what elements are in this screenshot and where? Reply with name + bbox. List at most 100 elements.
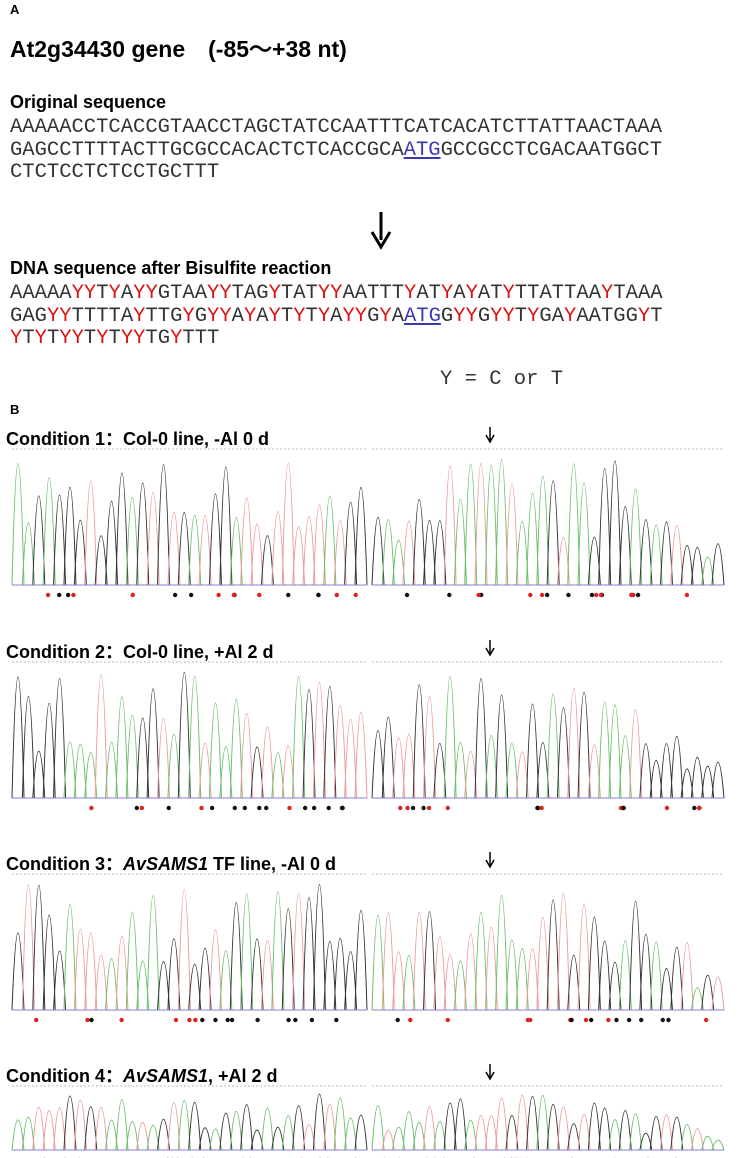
trace-peak bbox=[505, 743, 519, 799]
condition-part: Condition 3： bbox=[6, 854, 123, 874]
cpg-dot bbox=[566, 592, 571, 598]
trace-peak bbox=[618, 506, 632, 586]
trace-peak bbox=[167, 512, 181, 586]
cpg-dot bbox=[193, 1017, 198, 1023]
trace-peak bbox=[670, 1116, 684, 1151]
cpg-dot bbox=[71, 592, 76, 598]
trace-peak bbox=[333, 937, 347, 1011]
cpg-dot bbox=[311, 805, 317, 811]
trace-peak bbox=[371, 915, 385, 1011]
trace-peak bbox=[629, 708, 643, 799]
trace-peak bbox=[115, 696, 129, 799]
trace-peak bbox=[177, 512, 191, 586]
cpg-dot bbox=[445, 805, 451, 811]
trace-peak bbox=[292, 676, 306, 799]
trace-peak bbox=[495, 694, 509, 799]
trace-peak bbox=[464, 464, 478, 586]
sequence-line: GAGYYTTTTAYTTGYGYYAYAYTYTYAYYGYAATGGYYGY… bbox=[10, 305, 663, 328]
cpg-dot bbox=[353, 592, 358, 598]
sequence-segment: AAAAACCTCACCGTAACCTAGCTATCCAATTTCATCACAT… bbox=[10, 116, 663, 139]
trace-peak bbox=[42, 1110, 56, 1151]
trace-peak bbox=[423, 519, 437, 586]
cpg-dot bbox=[703, 1017, 709, 1023]
trace-peak bbox=[392, 951, 406, 1011]
trace-peak bbox=[250, 524, 264, 586]
trace-peak bbox=[639, 743, 653, 799]
trace-peak bbox=[649, 524, 663, 586]
trace-peak bbox=[229, 516, 243, 586]
trace-peak bbox=[260, 939, 274, 1011]
trace-peak bbox=[556, 1106, 570, 1151]
trace-peak bbox=[711, 976, 725, 1011]
condition-title: Condition 2：Col-0 line, +Al 2 d bbox=[6, 638, 274, 664]
cpg-dot bbox=[134, 805, 140, 811]
trace-peak bbox=[157, 718, 171, 799]
trace-peak bbox=[229, 901, 243, 1011]
trace-peak bbox=[577, 692, 591, 799]
trace-peak bbox=[21, 884, 35, 1011]
trace-peak bbox=[680, 545, 694, 586]
cpg-dot bbox=[626, 1017, 632, 1023]
cpg-dot bbox=[589, 592, 595, 598]
cpg-dot bbox=[85, 1017, 90, 1023]
trace-peak bbox=[260, 1107, 274, 1151]
trace-peak bbox=[219, 466, 233, 586]
cpg-dot bbox=[255, 1017, 260, 1023]
cpg-dot bbox=[629, 592, 634, 598]
trace-peak bbox=[536, 475, 550, 586]
trace-peak bbox=[323, 940, 337, 1011]
sequence-segment: CTCTCCTCTCCTGCTTT bbox=[10, 161, 220, 184]
cpg-dot bbox=[130, 592, 135, 598]
trace-peak bbox=[229, 699, 243, 799]
cpg-dot bbox=[447, 592, 452, 598]
trace-peak bbox=[208, 929, 222, 1011]
trace-peak bbox=[250, 746, 264, 799]
trace-peak bbox=[443, 954, 457, 1011]
cpg-dot bbox=[213, 1017, 218, 1023]
condition-part: Condition 4： bbox=[6, 1066, 123, 1086]
condition-part: , +Al 2 d bbox=[208, 1066, 278, 1086]
trace-peak bbox=[670, 946, 684, 1011]
trace-peak bbox=[84, 1106, 98, 1151]
trace-peak bbox=[136, 717, 150, 799]
sequence-line: GAGCCTTTTACTTGCGCCACACTCTCACCGCAATGGCCGC… bbox=[10, 139, 662, 162]
condition-part: Condition 2：Col-0 line, +Al 2 d bbox=[6, 642, 274, 662]
trace-peak bbox=[453, 1098, 467, 1151]
cpg-dot bbox=[89, 805, 94, 811]
trace-peak bbox=[344, 1117, 358, 1151]
trace-peak bbox=[11, 1119, 25, 1151]
trace-peak bbox=[136, 1122, 150, 1151]
trace-peak bbox=[515, 1094, 529, 1151]
trace-peak bbox=[323, 1103, 337, 1151]
start-codon: ATG bbox=[403, 138, 441, 162]
trace-peak bbox=[167, 1102, 181, 1151]
trace-peak bbox=[690, 547, 704, 586]
cpg-dot bbox=[326, 805, 331, 811]
trace-peak bbox=[618, 735, 632, 799]
cpg-dot bbox=[569, 1017, 574, 1023]
trace-peak bbox=[208, 493, 222, 586]
cpg-dot bbox=[528, 592, 533, 598]
trace-peak bbox=[302, 897, 316, 1011]
cpg-dot bbox=[421, 805, 426, 811]
trace-peak bbox=[536, 1095, 550, 1151]
trace-peak bbox=[281, 1115, 295, 1151]
cpg-dot bbox=[172, 592, 178, 598]
trace-peak bbox=[546, 1103, 560, 1151]
trace-peak bbox=[629, 900, 643, 1011]
cpg-dot bbox=[166, 805, 171, 811]
trace-peak bbox=[344, 951, 358, 1011]
trace-peak bbox=[125, 1121, 139, 1151]
trace-peak bbox=[333, 1097, 347, 1151]
cpg-dot bbox=[242, 805, 248, 811]
trace-peak bbox=[188, 676, 202, 799]
trace-peak bbox=[412, 684, 426, 799]
trace-peak bbox=[260, 726, 274, 799]
trace-peak bbox=[474, 463, 488, 586]
cpg-dot bbox=[229, 1017, 235, 1023]
cpg-dot bbox=[89, 1017, 94, 1023]
cpg-dot bbox=[173, 1017, 179, 1023]
cpg-dot bbox=[334, 592, 339, 598]
trace-peak bbox=[505, 483, 519, 586]
trace-peak bbox=[63, 904, 77, 1011]
